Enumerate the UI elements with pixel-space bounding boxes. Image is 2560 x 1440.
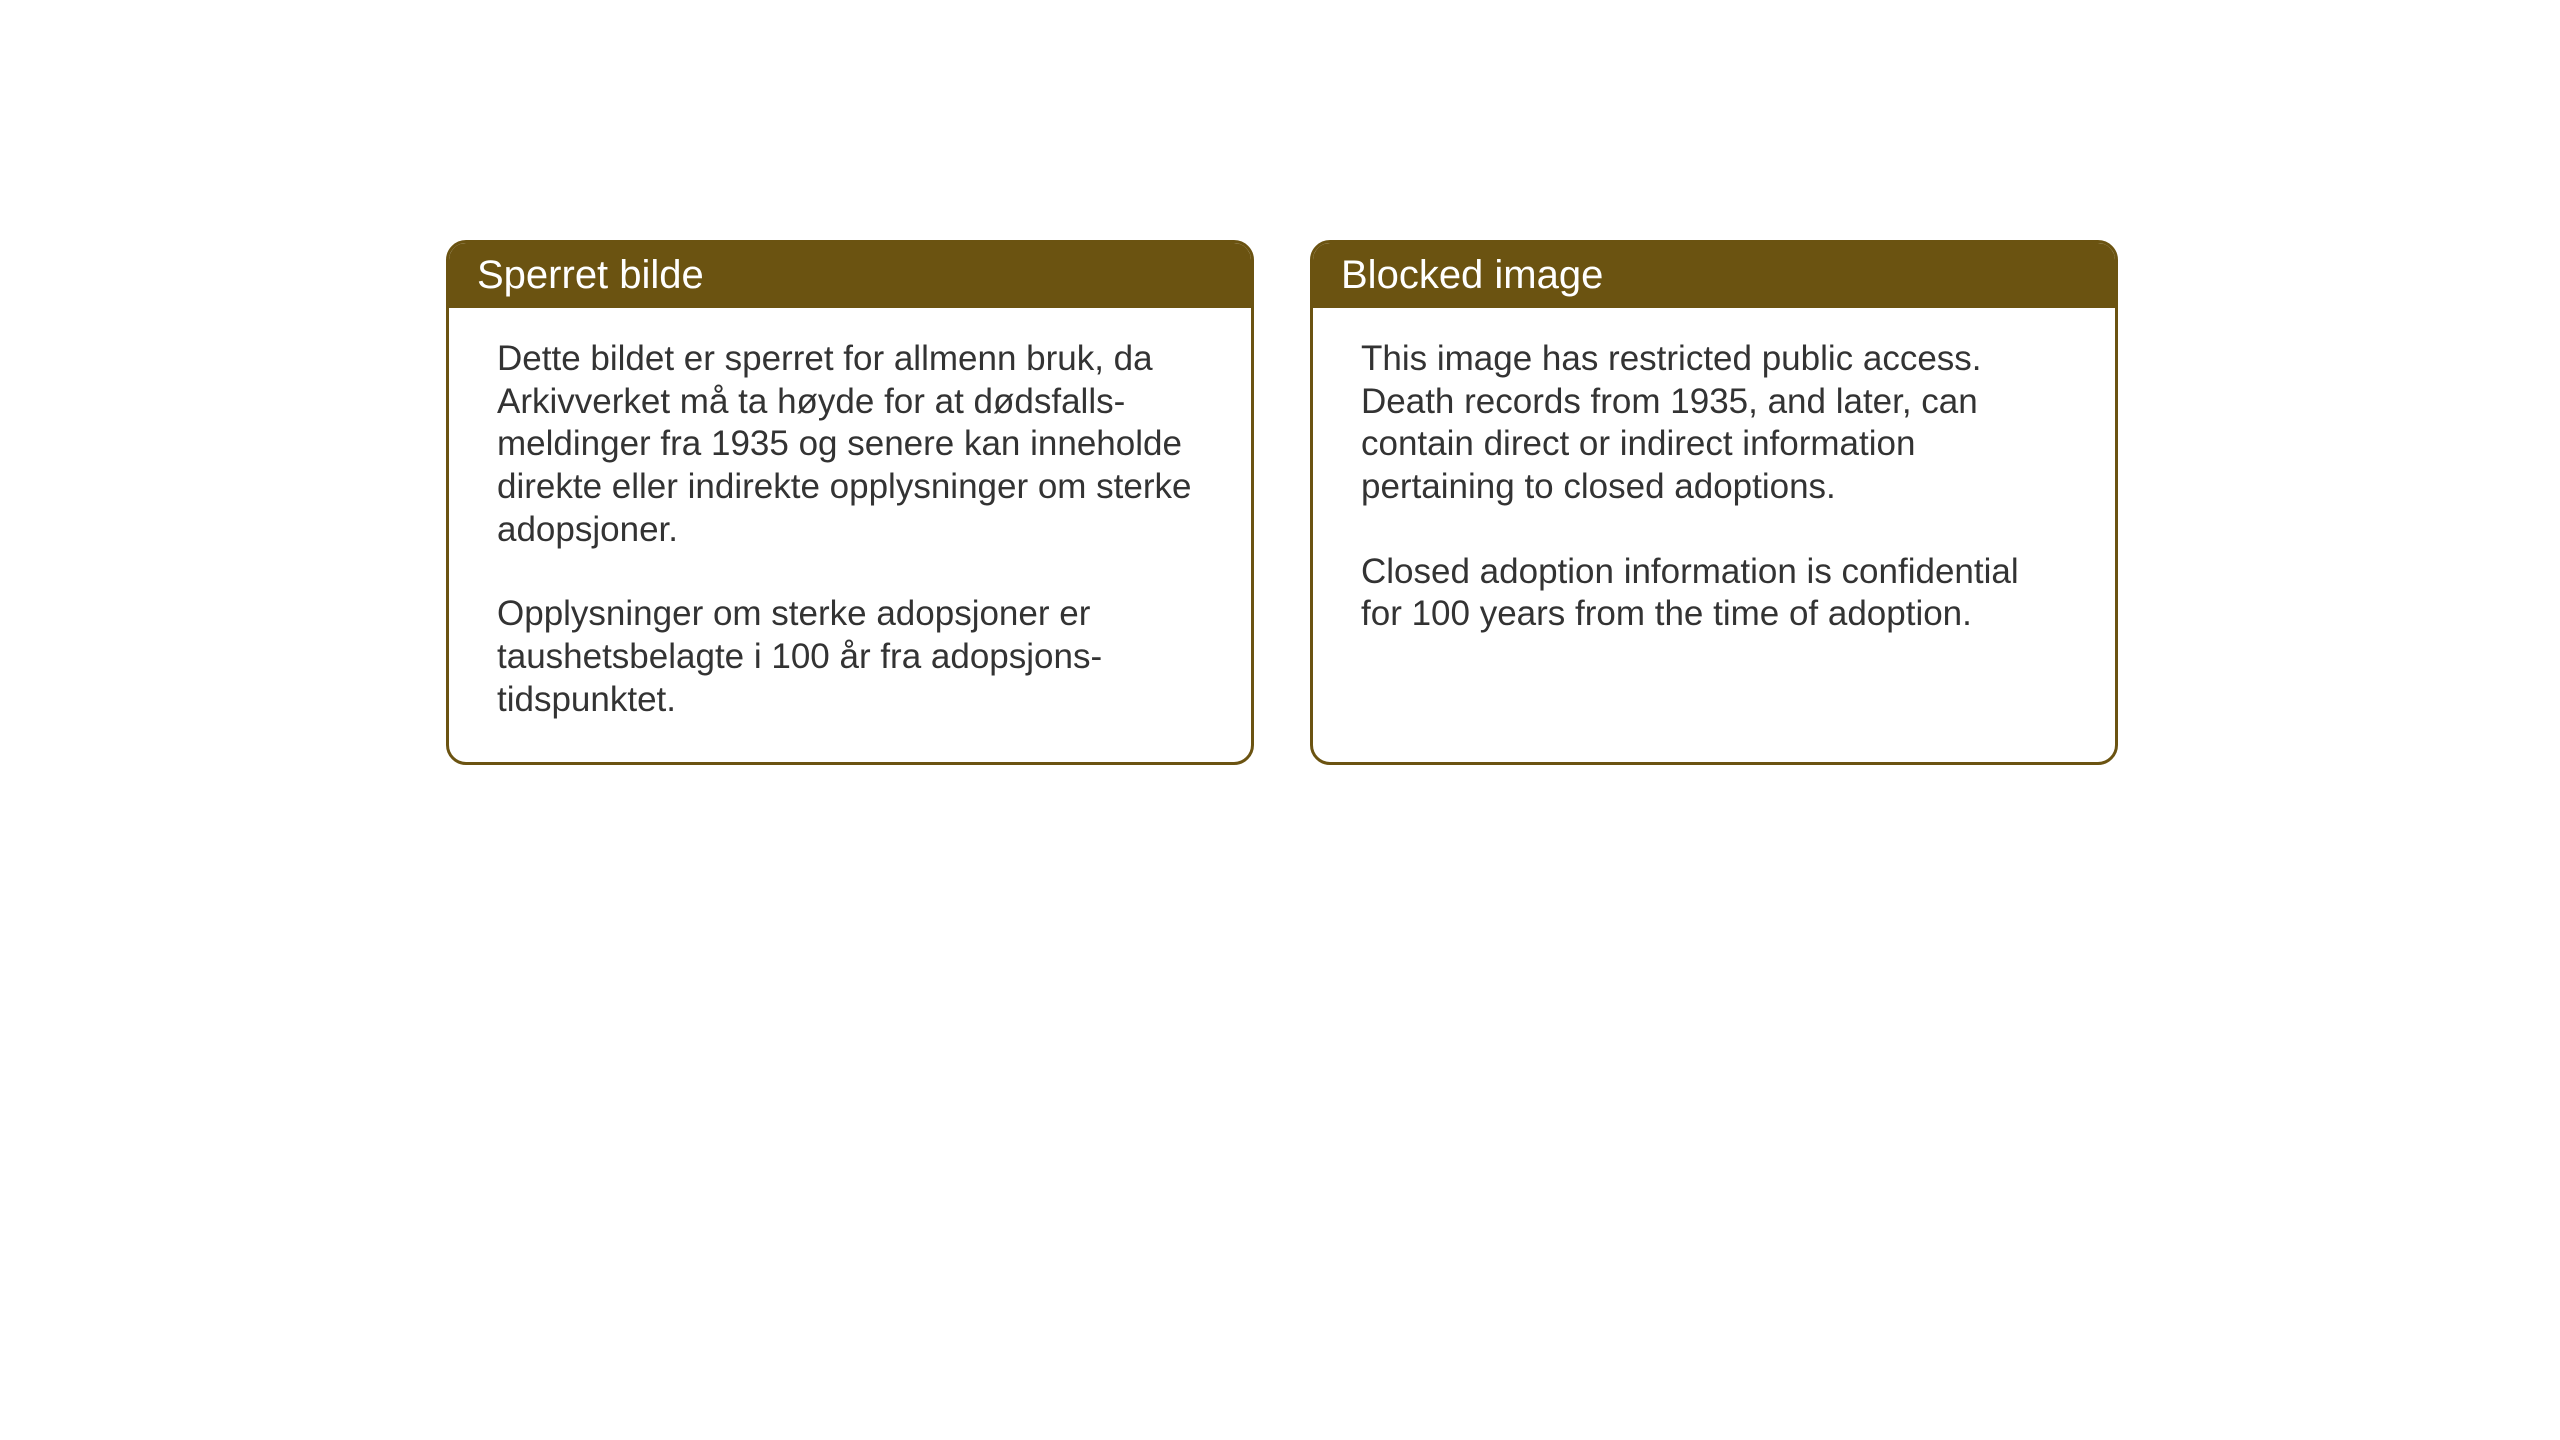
norwegian-notice-box: Sperret bilde Dette bildet er sperret fo… [446, 240, 1254, 765]
norwegian-paragraph-2: Opplysninger om sterke adopsjoner er tau… [497, 593, 1203, 721]
english-notice-body: This image has restricted public access.… [1313, 308, 2115, 743]
english-paragraph-2: Closed adoption information is confident… [1361, 551, 2067, 636]
norwegian-notice-title: Sperret bilde [449, 243, 1251, 308]
notice-container: Sperret bilde Dette bildet er sperret fo… [446, 240, 2118, 765]
norwegian-notice-body: Dette bildet er sperret for allmenn bruk… [449, 308, 1251, 762]
english-paragraph-1: This image has restricted public access.… [1361, 338, 2067, 509]
english-notice-title: Blocked image [1313, 243, 2115, 308]
english-notice-box: Blocked image This image has restricted … [1310, 240, 2118, 765]
norwegian-paragraph-1: Dette bildet er sperret for allmenn bruk… [497, 338, 1203, 551]
